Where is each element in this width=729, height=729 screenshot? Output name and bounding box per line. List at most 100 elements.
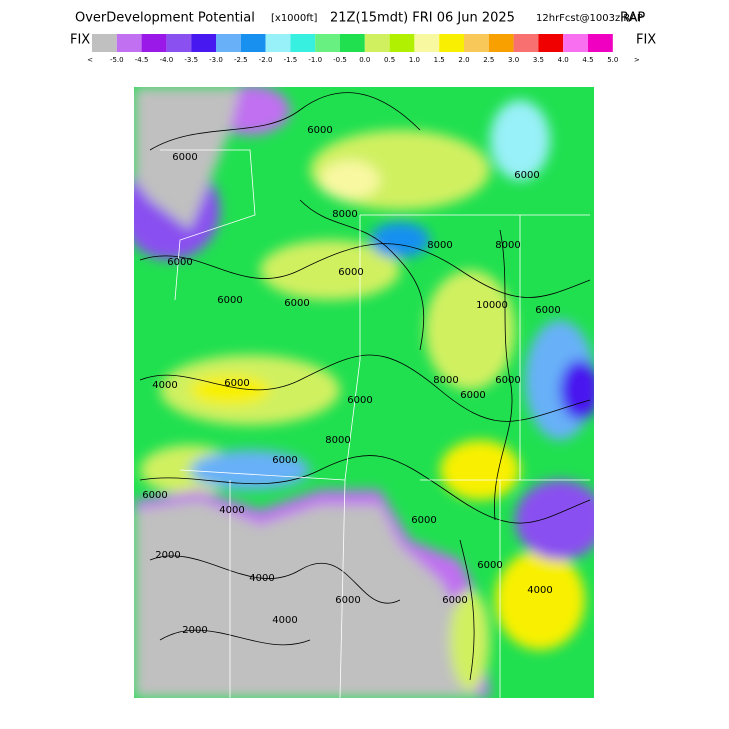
field-area — [515, 480, 594, 560]
contour-label: 4000 — [249, 573, 274, 584]
legend-label: 3.0 — [508, 56, 519, 64]
contour-line — [139, 455, 591, 524]
legend-swatch — [315, 34, 340, 52]
field-area — [450, 590, 490, 690]
contour-label: 6000 — [284, 298, 309, 309]
legend-swatch — [538, 34, 564, 52]
valid-time: 21Z(15mdt) FRI 06 Jun 2025 — [330, 11, 515, 26]
legend-label: -2.5 — [234, 56, 248, 64]
contour-label: 4000 — [272, 615, 297, 626]
title: OverDevelopment Potential — [75, 11, 255, 26]
boundaries — [160, 149, 590, 698]
legend-swatch — [389, 34, 415, 52]
legend-swatch — [92, 34, 117, 52]
legend-swatch — [240, 34, 266, 52]
legend-label: 4.0 — [558, 56, 569, 64]
field-area — [495, 550, 585, 650]
legend-swatch — [166, 34, 192, 52]
contour-label: 6000 — [224, 378, 249, 389]
legend-label: -0.5 — [333, 56, 347, 64]
field-area — [190, 450, 310, 490]
legend-swatch — [439, 34, 464, 52]
legend-label: -3.0 — [209, 56, 223, 64]
field-area — [134, 500, 480, 698]
legend-label: -1.0 — [308, 56, 322, 64]
contour-label: 6000 — [335, 595, 360, 606]
contour-label: 6000 — [172, 152, 197, 163]
legend-swatch — [116, 34, 142, 52]
contour-label: 6000 — [217, 295, 242, 306]
contour-label: 2000 — [155, 550, 180, 561]
contour-label: 6000 — [477, 560, 502, 571]
legend-swatch — [488, 34, 514, 52]
legend-swatch — [340, 34, 365, 52]
contour-label: 6000 — [535, 305, 560, 316]
legend-swatch — [513, 34, 539, 52]
contours — [139, 92, 591, 681]
contour-label: 8000 — [427, 240, 452, 251]
legend-label: 5.0 — [607, 56, 618, 64]
contour-label: 6000 — [411, 515, 436, 526]
field — [134, 87, 594, 698]
legend-label: 1.0 — [409, 56, 420, 64]
field-area — [490, 100, 550, 180]
legend-label: -3.5 — [184, 56, 198, 64]
contour-line — [159, 629, 311, 646]
contour-label: 4000 — [527, 585, 552, 596]
contour-line — [149, 555, 401, 604]
contour-label: 10000 — [476, 300, 508, 311]
legend-label: 0.0 — [359, 56, 370, 64]
contour-label: 2000 — [182, 625, 207, 636]
contour-line — [139, 354, 591, 422]
legend-label: -1.5 — [284, 56, 298, 64]
contour-label: 6000 — [460, 390, 485, 401]
forecast: 12hrFcst@1003z RAP — [536, 13, 643, 24]
legend-swatch — [191, 34, 216, 52]
contour-label: 6000 — [307, 125, 332, 136]
legend-label: > — [634, 56, 640, 64]
state-boundary — [160, 149, 590, 698]
legend-swatch — [265, 34, 291, 52]
field-area — [370, 222, 430, 258]
field-area — [134, 87, 240, 230]
legend-label: 4.5 — [582, 56, 593, 64]
contour-label: 6000 — [442, 595, 467, 606]
field-area — [425, 270, 515, 390]
legend-swatch — [216, 34, 241, 52]
legend-swatch — [141, 34, 167, 52]
contour-label: 8000 — [325, 435, 350, 446]
legend-label: 3.5 — [533, 56, 544, 64]
contour-line — [149, 92, 421, 151]
legend-swatch — [464, 34, 489, 52]
contour-label: 6000 — [347, 395, 372, 406]
legend-label: 2.5 — [483, 56, 494, 64]
contour-label: 4000 — [219, 505, 244, 516]
contour-label: 6000 — [514, 170, 539, 181]
legend-swatch — [364, 34, 390, 52]
legend-swatch — [414, 34, 440, 52]
model: RAP — [620, 11, 645, 26]
legend-swatch — [290, 34, 316, 52]
contour-label: 6000 — [167, 257, 192, 268]
legend-label: 0.5 — [384, 56, 395, 64]
contour-label: 8000 — [433, 375, 458, 386]
legend-label: -4.0 — [160, 56, 174, 64]
legend-right-label: FIX — [636, 33, 656, 48]
contour-line — [139, 243, 591, 298]
contour-line — [494, 229, 513, 521]
contour-label: 6000 — [338, 267, 363, 278]
title-group: OverDevelopment Potential [x1000ft] 21Z(… — [75, 11, 645, 26]
legend-swatch — [588, 34, 613, 52]
legend-left-label: FIX — [70, 33, 90, 48]
field-area — [260, 240, 400, 300]
contour-label: 6000 — [142, 490, 167, 501]
contour-label: 6000 — [495, 375, 520, 386]
contour-label: 4000 — [152, 380, 177, 391]
legend-swatch — [563, 34, 588, 52]
field-area — [560, 360, 594, 420]
legend: < -5.0 -4.5 -4.0 -3.5 -3.0 -2.5 -2.0 -1.5 -1.0 -0.… — [87, 34, 640, 64]
